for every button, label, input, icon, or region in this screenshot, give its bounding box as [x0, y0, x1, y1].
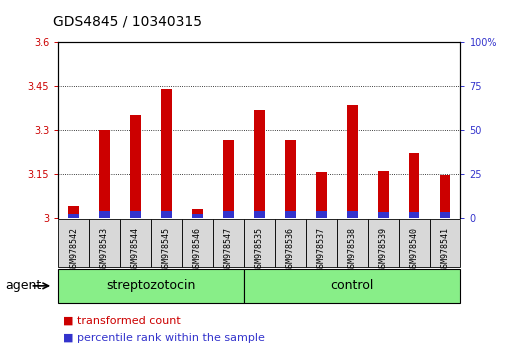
Bar	[336, 219, 367, 267]
Bar	[89, 219, 120, 267]
Bar	[408, 154, 419, 218]
Text: GSM978536: GSM978536	[285, 227, 294, 272]
Bar	[367, 219, 398, 267]
Bar	[284, 140, 295, 218]
Bar	[315, 211, 326, 218]
Bar	[223, 140, 233, 218]
Text: GSM978540: GSM978540	[409, 227, 418, 272]
Bar	[120, 219, 150, 267]
Bar	[254, 211, 264, 218]
Bar	[68, 206, 79, 218]
Bar	[58, 269, 243, 303]
Bar	[161, 89, 172, 218]
Bar	[191, 214, 203, 218]
Text: GSM978535: GSM978535	[255, 227, 263, 272]
Bar	[58, 219, 89, 267]
Bar	[377, 171, 388, 218]
Bar	[68, 214, 79, 218]
Text: ■ transformed count: ■ transformed count	[63, 316, 181, 326]
Bar	[130, 211, 141, 218]
Bar	[243, 219, 274, 267]
Bar	[408, 212, 419, 218]
Text: GSM978543: GSM978543	[100, 227, 109, 272]
Text: GSM978547: GSM978547	[223, 227, 232, 272]
Text: agent: agent	[5, 279, 41, 292]
Bar	[315, 172, 326, 218]
Text: ■ percentile rank within the sample: ■ percentile rank within the sample	[63, 333, 265, 343]
Bar	[191, 209, 203, 218]
Bar	[130, 115, 141, 218]
Bar	[398, 219, 429, 267]
Text: GSM978542: GSM978542	[69, 227, 78, 272]
Text: streptozotocin: streptozotocin	[106, 279, 195, 292]
Text: GSM978541: GSM978541	[440, 227, 448, 272]
Bar	[284, 211, 295, 218]
Bar	[99, 211, 110, 218]
Bar	[346, 211, 357, 218]
Bar	[223, 211, 233, 218]
Bar	[99, 130, 110, 218]
Bar	[213, 219, 243, 267]
Text: GSM978539: GSM978539	[378, 227, 387, 272]
Bar	[161, 211, 172, 218]
Bar	[439, 212, 449, 218]
Text: GSM978544: GSM978544	[131, 227, 140, 272]
Text: GSM978546: GSM978546	[192, 227, 201, 272]
Bar	[274, 219, 305, 267]
Bar	[243, 269, 460, 303]
Bar	[182, 219, 213, 267]
Bar	[150, 219, 182, 267]
Bar	[254, 110, 264, 218]
Bar	[439, 175, 449, 218]
Text: GDS4845 / 10340315: GDS4845 / 10340315	[53, 14, 201, 28]
Bar	[305, 219, 336, 267]
Bar	[429, 219, 460, 267]
Bar	[377, 212, 388, 218]
Text: GSM978537: GSM978537	[316, 227, 325, 272]
Bar	[346, 105, 357, 218]
Text: GSM978538: GSM978538	[347, 227, 356, 272]
Text: GSM978545: GSM978545	[162, 227, 171, 272]
Text: control: control	[330, 279, 373, 292]
